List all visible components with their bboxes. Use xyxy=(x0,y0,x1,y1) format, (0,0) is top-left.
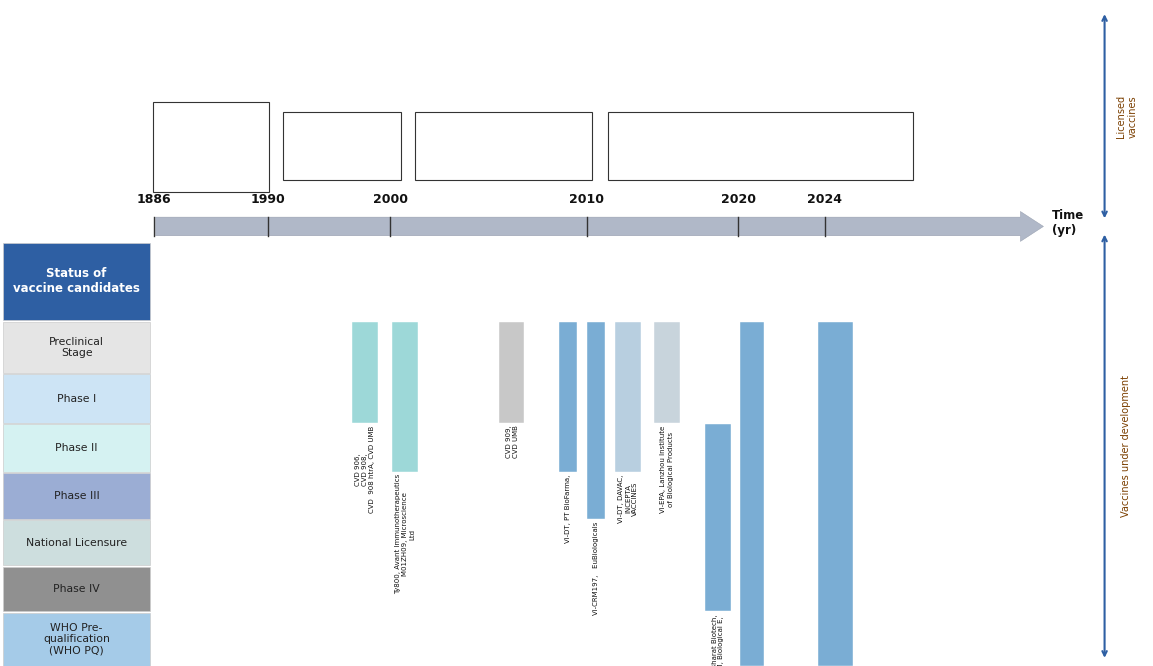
Text: Phase III: Phase III xyxy=(54,491,99,501)
Text: WHO Pre-
qualification
(WHO PQ): WHO Pre- qualification (WHO PQ) xyxy=(43,623,111,656)
Text: Vi conjugate vaccines. Vi-TT, (Typbar TCV, Bharat Biotech,: Vi conjugate vaccines. Vi-TT, (Typbar TC… xyxy=(613,128,875,137)
Bar xyxy=(392,322,419,472)
Text: Licensed
vaccines: Licensed vaccines xyxy=(1116,95,1137,138)
Bar xyxy=(704,424,731,611)
Text: Phase II: Phase II xyxy=(55,443,98,453)
Text: Phase IV: Phase IV xyxy=(53,584,100,594)
Bar xyxy=(3,243,150,320)
Bar xyxy=(3,473,150,519)
Text: National Licensure: National Licensure xyxy=(27,537,127,548)
Text: Vi-DT, PT BioFarma,: Vi-DT, PT BioFarma, xyxy=(565,474,571,543)
Text: Ty800, Avant Immunotherapeutics
M01ZH09, Microscience
Ltd: Ty800, Avant Immunotherapeutics M01ZH09,… xyxy=(395,474,415,595)
Bar xyxy=(499,322,525,423)
Text: Vi-EPA, Lanzhou Institute
of Biological Products: Vi-EPA, Lanzhou Institute of Biological … xyxy=(661,426,673,513)
Text: 2020: 2020 xyxy=(721,193,755,206)
Bar xyxy=(559,322,576,472)
Bar xyxy=(153,102,269,192)
Text: Time
(yr): Time (yr) xyxy=(1052,209,1084,237)
Bar xyxy=(3,613,150,666)
Text: Status of
vaccine candidates: Status of vaccine candidates xyxy=(13,267,141,296)
Text: Preclinical
Stage: Preclinical Stage xyxy=(50,336,104,358)
Bar xyxy=(608,112,913,180)
Bar xyxy=(817,322,852,666)
FancyArrow shape xyxy=(156,212,1043,241)
Bar xyxy=(3,520,150,565)
Text: 2010: 2010 xyxy=(570,193,604,206)
Text: 1990: 1990 xyxy=(250,193,286,206)
Bar xyxy=(3,322,150,373)
Text: Vi-TT, Bharat Biotech,
Vi-CRM, Biological E,: Vi-TT, Bharat Biotech, Vi-CRM, Biologica… xyxy=(711,614,724,666)
Bar xyxy=(654,322,680,423)
Text: Vi capsular polysaccharide: Vi capsular polysaccharide xyxy=(421,128,542,137)
Bar xyxy=(615,322,641,472)
Bar xyxy=(3,424,150,472)
Bar xyxy=(3,567,150,611)
Text: Inactivated whole: Inactivated whole xyxy=(159,115,240,125)
Text: CVD 906,
CVD 908,
CVD  908 htrA, CVD UMB: CVD 906, CVD 908, CVD 908 htrA, CVD UMB xyxy=(355,426,375,513)
Text: based vaccine, Vi PS: based vaccine, Vi PS xyxy=(421,162,514,171)
Text: (PedaTyph-Biomed): (PedaTyph-Biomed) xyxy=(613,162,701,171)
Bar xyxy=(415,112,591,180)
Text: Vaccines under development: Vaccines under development xyxy=(1122,375,1131,517)
Text: 2024: 2024 xyxy=(807,193,843,206)
Text: 1886: 1886 xyxy=(137,193,172,206)
Text: Ty21a: Ty21a xyxy=(288,162,315,171)
Bar xyxy=(352,322,378,423)
Bar xyxy=(282,112,401,180)
Text: Phase I: Phase I xyxy=(56,394,97,404)
Text: cell vaccines: cell vaccines xyxy=(159,145,217,155)
Text: 2000: 2000 xyxy=(372,193,407,206)
Bar xyxy=(3,374,150,423)
Text: S. Typhi: S. Typhi xyxy=(159,176,195,184)
Text: Vi-CRM197,   EuBiologicals: Vi-CRM197, EuBiologicals xyxy=(593,521,600,615)
Text: Vi-DT, DAVAC,
INCEPTA
VACCINES: Vi-DT, DAVAC, INCEPTA VACCINES xyxy=(618,474,638,523)
Text: CVD 909,
CVD UMB: CVD 909, CVD UMB xyxy=(505,426,519,458)
Text: Live attenuated: Live attenuated xyxy=(288,128,361,137)
Bar xyxy=(587,322,605,519)
Bar xyxy=(740,322,764,666)
